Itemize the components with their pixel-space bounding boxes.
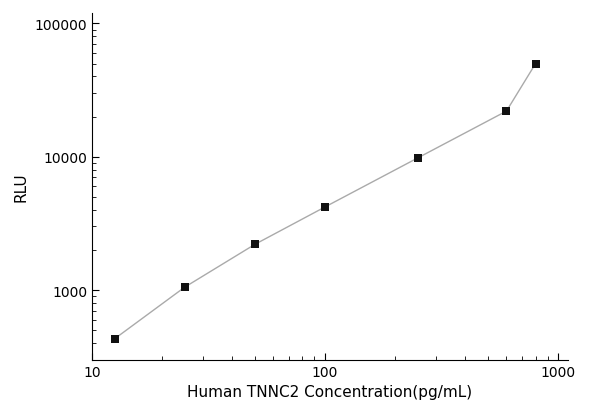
Point xyxy=(180,284,189,291)
Point xyxy=(320,204,330,211)
Point xyxy=(250,242,260,248)
Y-axis label: RLU: RLU xyxy=(14,172,29,202)
X-axis label: Human TNNC2 Concentration(pg/mL): Human TNNC2 Concentration(pg/mL) xyxy=(187,384,473,399)
Point xyxy=(413,155,422,162)
Point xyxy=(502,109,511,115)
Point xyxy=(110,336,119,342)
Point xyxy=(531,61,540,68)
